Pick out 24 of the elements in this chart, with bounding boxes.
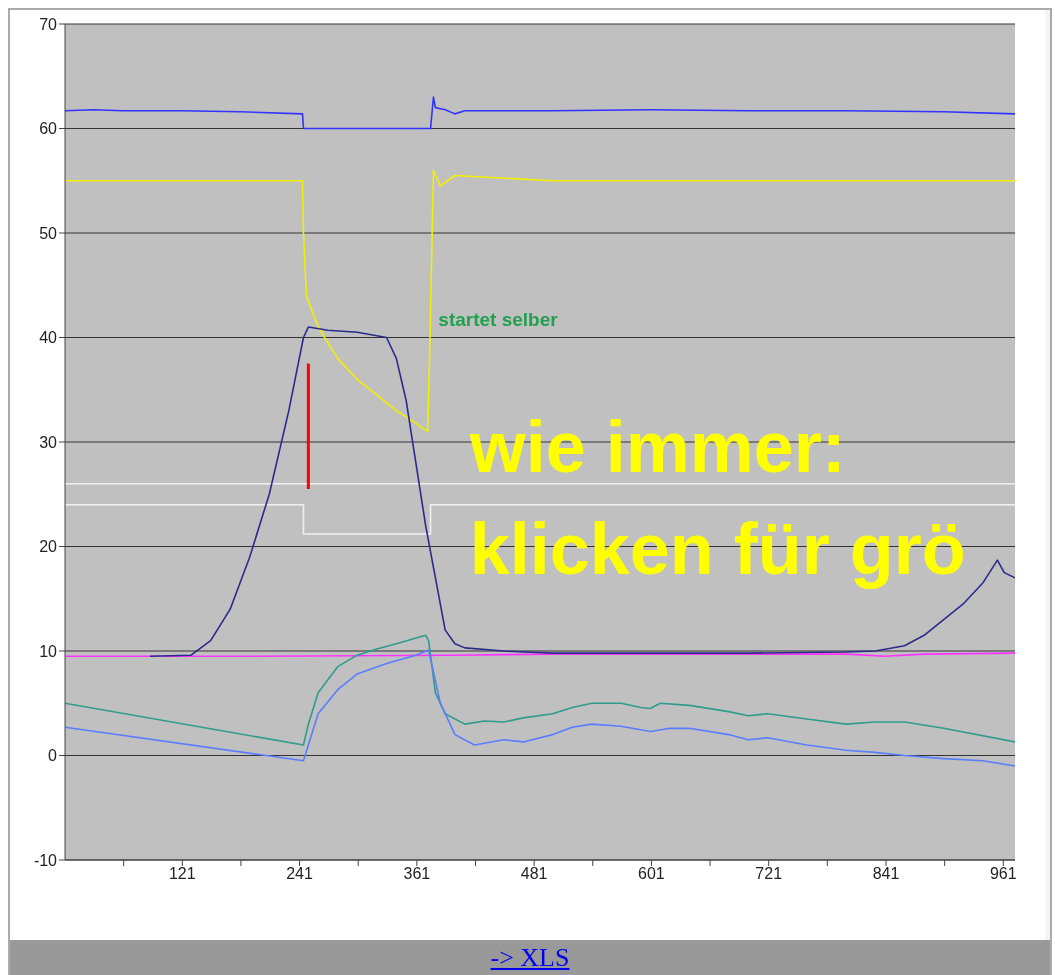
y-tick-label: 0 [48, 747, 58, 765]
y-tick-label: 50 [39, 224, 58, 242]
y-tick-label: 10 [39, 642, 58, 660]
x-tick-label: 721 [755, 865, 783, 883]
x-tick-label: 961 [989, 865, 1017, 883]
line-series [65, 649, 1015, 767]
y-tick-label: -10 [33, 851, 58, 869]
line-series [65, 96, 1015, 130]
y-tick-label: 20 [39, 538, 58, 556]
x-tick-label: 361 [403, 865, 431, 883]
x-tick-label: 841 [872, 865, 900, 883]
x-tick-label: 121 [168, 865, 196, 883]
y-tick-label: 60 [39, 120, 58, 138]
x-tick-label: 481 [520, 865, 548, 883]
y-tick-label: 70 [39, 15, 58, 33]
line-series [149, 326, 1015, 658]
x-tick-label: 601 [638, 865, 665, 883]
x-tick-label: 241 [286, 865, 314, 883]
line-series [65, 634, 1015, 746]
text: -> XLS [490, 943, 570, 972]
y-tick-label: 40 [39, 329, 58, 347]
annotation: wie immer: [469, 407, 846, 488]
annotation: startet selber [438, 308, 558, 331]
y-tick-label: 30 [39, 433, 58, 451]
